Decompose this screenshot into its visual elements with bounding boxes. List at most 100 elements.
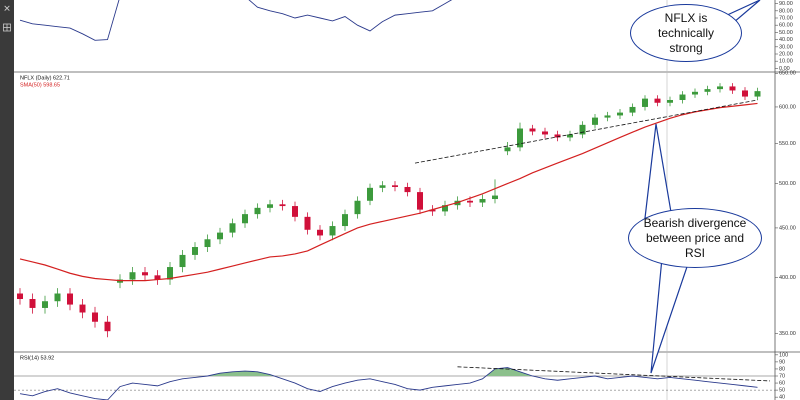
- candle-body: [404, 186, 411, 193]
- y-tick-label: 30.00: [779, 44, 793, 50]
- line-series: [19, 0, 453, 41]
- candle-body: [629, 106, 636, 113]
- candle-body: [29, 299, 36, 308]
- candle-body: [229, 223, 236, 233]
- y-tick-label: 0.00: [779, 66, 790, 72]
- candle-body: [192, 247, 198, 255]
- y-tick-label: 10.00: [779, 59, 793, 65]
- y-tick-label: 400.00: [779, 275, 796, 281]
- candle-body: [342, 214, 348, 227]
- candle-body: [354, 200, 361, 215]
- candle-body: [479, 199, 486, 203]
- y-tick-label: 40: [779, 395, 785, 400]
- candle-body: [542, 131, 548, 135]
- legend-title: NFLX (Daily) 622.71: [20, 75, 70, 81]
- candle-body: [367, 187, 373, 201]
- panel: [19, 0, 453, 41]
- callout: NFLX is technically strong: [630, 4, 742, 62]
- candle-body: [104, 321, 111, 332]
- candle-body: [429, 209, 436, 212]
- candle-body: [579, 124, 586, 135]
- candle-body: [67, 293, 73, 305]
- y-tick-label: 350.00: [779, 331, 796, 337]
- candle-body: [679, 94, 686, 100]
- candle-body: [667, 99, 673, 103]
- candle-body: [504, 147, 511, 152]
- candle-body: [167, 267, 173, 280]
- callout-tail: [650, 257, 691, 374]
- y-tick-label: 60: [779, 381, 785, 387]
- candle-body: [554, 134, 561, 138]
- toolbar: [0, 0, 14, 400]
- candle-body: [567, 134, 573, 138]
- candle-body: [54, 293, 61, 302]
- y-tick-label: 100: [779, 352, 788, 358]
- close-icon[interactable]: ✕: [3, 3, 11, 13]
- y-tick-label: 90: [779, 359, 785, 365]
- y-tick-label: 80: [779, 366, 785, 372]
- candle-body: [442, 205, 448, 212]
- candle-body: [592, 117, 598, 125]
- candle-body: [617, 112, 623, 116]
- callout-tail: [644, 123, 673, 219]
- candle-body: [279, 204, 286, 207]
- legend-title: RSI(14) 53.92: [20, 355, 54, 361]
- candle-body: [292, 206, 298, 217]
- line-series: [19, 367, 758, 400]
- y-tick-label: 90.00: [779, 1, 793, 7]
- candle-body: [729, 86, 736, 91]
- candle-body: [742, 90, 748, 97]
- y-tick-label: 20.00: [779, 51, 793, 57]
- candle-body: [467, 200, 473, 203]
- y-tick-label: 50.00: [779, 30, 793, 36]
- candle-body: [392, 185, 398, 187]
- candle-body: [317, 229, 323, 236]
- y-tick-label: 600.00: [779, 104, 796, 110]
- candle-body: [717, 86, 723, 90]
- candle-body: [154, 275, 161, 280]
- candle-body: [92, 312, 98, 322]
- y-tick-label: 650.00: [779, 71, 796, 77]
- candle-body: [517, 128, 523, 148]
- candle-body: [17, 293, 23, 300]
- candle-body: [529, 128, 536, 132]
- y-tick-label: 50: [779, 388, 785, 394]
- y-tick-label: 40.00: [779, 37, 793, 43]
- candle-body: [654, 98, 661, 103]
- candle-body: [217, 232, 223, 240]
- candle-body: [304, 216, 311, 230]
- y-tick-label: 70.00: [779, 15, 793, 21]
- callout: Bearish divergence between price and RSI: [628, 208, 762, 268]
- candle-body: [242, 214, 248, 224]
- candle-body: [179, 254, 186, 268]
- y-tick-label: 60.00: [779, 23, 793, 29]
- trendline: [414, 99, 758, 164]
- candle-body: [704, 89, 711, 92]
- sma-line: [19, 102, 758, 282]
- y-tick-label: 500.00: [779, 181, 796, 187]
- candle-body: [129, 272, 136, 280]
- y-tick-label: 80.00: [779, 8, 793, 14]
- candle-body: [254, 207, 261, 215]
- candle-body: [329, 226, 336, 236]
- candle-body: [692, 91, 698, 95]
- trendline: [457, 366, 771, 382]
- candle-body: [642, 98, 648, 107]
- legend-entry: SMA(50) 598.65: [20, 82, 60, 88]
- panel: [14, 366, 775, 400]
- candle-body: [42, 301, 48, 308]
- candle-body: [267, 204, 273, 208]
- candle-body: [79, 304, 86, 313]
- candle-body: [754, 91, 761, 97]
- candle-body: [604, 115, 611, 118]
- candle-body: [142, 272, 148, 276]
- y-tick-label: 550.00: [779, 141, 796, 147]
- y-tick-label: 70: [779, 373, 785, 379]
- y-tick-label: 450.00: [779, 225, 796, 231]
- candle-body: [379, 185, 386, 188]
- candle-body: [492, 195, 498, 200]
- panel: [17, 83, 761, 338]
- candle-body: [204, 239, 211, 248]
